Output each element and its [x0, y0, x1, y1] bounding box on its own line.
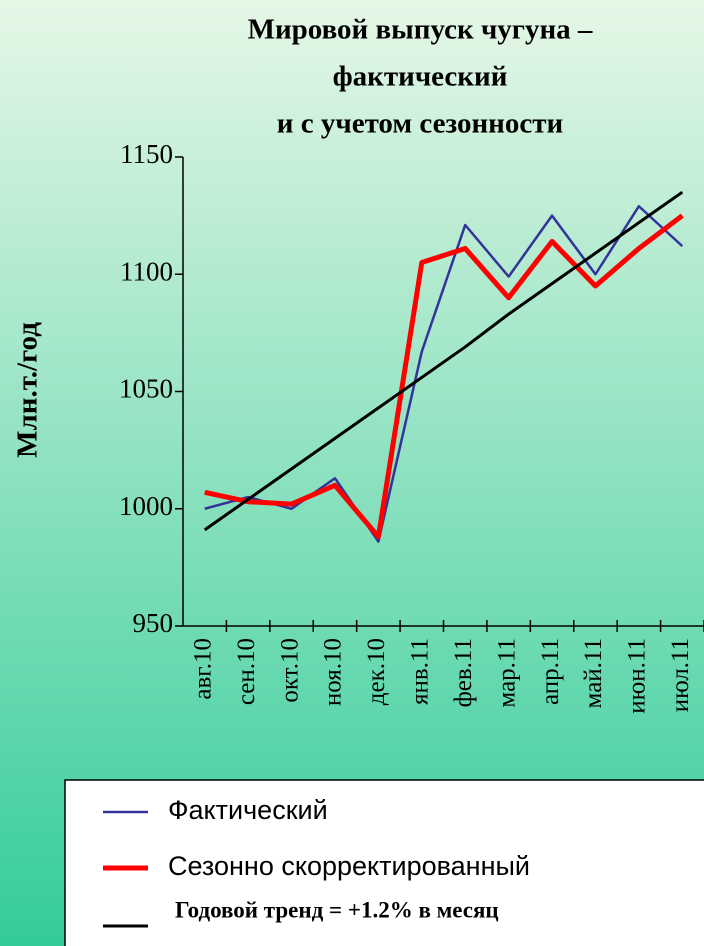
y-tick-label: 1000: [119, 491, 173, 521]
chart-title: фактический: [333, 61, 508, 93]
x-tick-label: июл.11: [667, 638, 694, 712]
x-tick-label: сен.10: [233, 638, 260, 705]
x-tick-label: дек.10: [363, 638, 390, 705]
line-series: [204, 204, 684, 543]
line-series: [203, 190, 684, 532]
legend-label: Фактический: [168, 795, 328, 825]
legend-label: Годовой тренд = +1.2% в месяц: [175, 897, 499, 922]
y-tick-label: 950: [133, 608, 174, 638]
x-tick-label: июн.11: [624, 638, 651, 714]
legend-label: Сезонно скорректированный: [168, 851, 530, 881]
y-tick-label: 1050: [119, 374, 173, 404]
y-tick-label: 1100: [120, 256, 173, 286]
y-tick-label: 1150: [120, 139, 173, 169]
x-tick-label: авг.10: [189, 638, 216, 700]
x-tick-label: окт.10: [276, 638, 303, 703]
chart-title: и с учетом сезонности: [277, 108, 563, 140]
x-tick-label: ноя.10: [320, 638, 347, 706]
x-tick-label: апр.11: [537, 638, 564, 705]
chart-title: Мировой выпуск чугуна –: [248, 14, 593, 46]
x-tick-label: янв.11: [407, 638, 434, 705]
legend-box: [64, 779, 704, 946]
y-axis-label: Млн.т./год: [12, 322, 44, 458]
x-tick-label: фев.11: [450, 638, 477, 707]
x-tick-label: май.11: [580, 638, 607, 708]
x-tick-label: мар.11: [493, 638, 520, 708]
line-series: [204, 213, 684, 540]
